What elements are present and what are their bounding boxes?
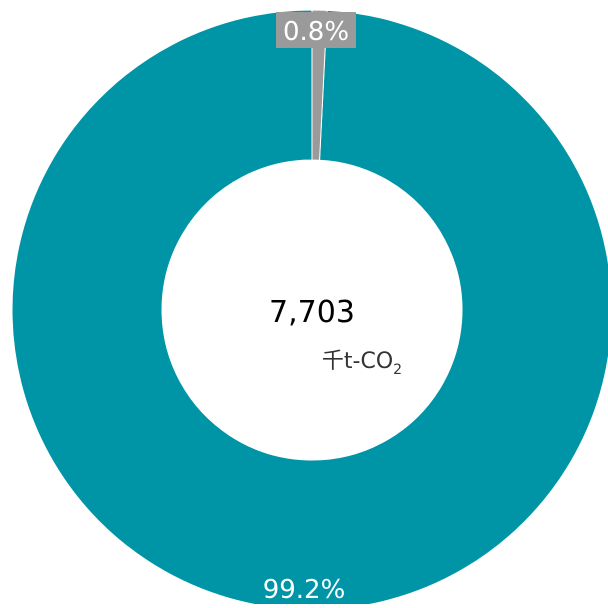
center-total-value: 7,703 <box>269 295 355 330</box>
slice-label-1: 0.8% <box>283 17 349 47</box>
slice-label-0: 99.2% <box>263 575 346 604</box>
labels-layer: 99.2% 0.8% <box>263 12 356 605</box>
donut-slice-0 <box>11 9 608 608</box>
center-unit-subscript: 2 <box>393 362 402 378</box>
center-unit-prefix: 千t-CO <box>322 349 393 374</box>
slice-label-box-1 <box>276 12 356 48</box>
center-unit-label: 千t-CO2 <box>322 349 402 378</box>
